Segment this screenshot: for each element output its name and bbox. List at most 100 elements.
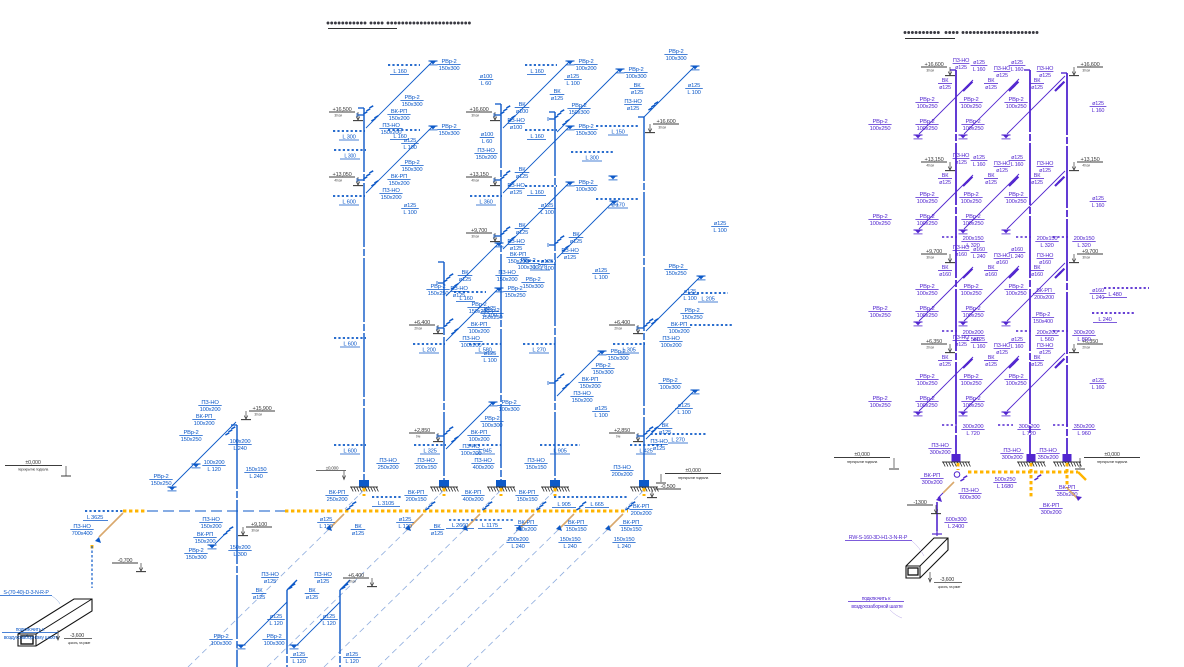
svg-text:L 170: L 170: [611, 203, 624, 209]
svg-text:РВр-2: РВр-2: [1008, 374, 1023, 380]
svg-text:ВК-РП: ВК-РП: [510, 252, 526, 258]
svg-text:L 100: L 100: [403, 145, 416, 151]
svg-text:ø125: ø125: [714, 221, 726, 227]
svg-text:L 100: L 100: [483, 313, 496, 319]
svg-text:ВК-РП: ВК-РП: [197, 532, 213, 538]
svg-text:40 см: 40 см: [1082, 163, 1089, 167]
svg-text:500x250: 500x250: [995, 477, 1016, 483]
svg-text:+6,350: +6,350: [926, 339, 942, 345]
svg-text:ø125: ø125: [564, 255, 576, 261]
svg-text:L 200: L 200: [422, 348, 435, 354]
svg-text:100x250: 100x250: [1006, 381, 1027, 387]
svg-text:ПЗ-НО: ПЗ-НО: [477, 148, 495, 154]
svg-text:ø125: ø125: [551, 96, 563, 102]
svg-text:100x200: 100x200: [661, 343, 682, 349]
svg-text:подключить к: подключить к: [862, 596, 892, 602]
svg-text:РВр-2: РВр-2: [183, 430, 198, 436]
svg-text:+13,150: +13,150: [470, 172, 489, 178]
svg-text:РВр-2: РВр-2: [963, 97, 978, 103]
svg-text:РВр-2: РВр-2: [1008, 97, 1023, 103]
svg-text:ВК: ВК: [1034, 265, 1041, 271]
svg-text:ø125: ø125: [678, 403, 690, 409]
svg-text:150x300: 150x300: [608, 356, 629, 362]
svg-text:100x300: 100x300: [499, 407, 520, 413]
svg-text:100x250: 100x250: [963, 126, 984, 132]
svg-text:ø125: ø125: [955, 160, 967, 166]
svg-text:100x200: 100x200: [469, 329, 490, 335]
svg-text:РВр-2: РВр-2: [872, 306, 887, 312]
svg-text:100x250: 100x250: [961, 291, 982, 297]
svg-text:РВр-2: РВр-2: [266, 634, 281, 640]
svg-text:ВК: ВК: [988, 78, 995, 84]
svg-text:ø125: ø125: [567, 74, 579, 80]
svg-text:250x200: 250x200: [327, 497, 348, 503]
svg-text:+16,600: +16,600: [470, 107, 489, 113]
svg-text:L 120: L 120: [207, 467, 220, 473]
svg-text:-1300: -1300: [913, 500, 926, 506]
svg-text:РВр-2: РВр-2: [188, 548, 203, 554]
svg-text:200x200: 200x200: [516, 527, 537, 533]
svg-text:150x200: 150x200: [389, 116, 410, 122]
svg-text:L 300: L 300: [342, 135, 355, 141]
svg-text:ВК-РП: ВК-РП: [465, 490, 481, 496]
svg-text:ø125: ø125: [306, 595, 318, 601]
svg-text:100x250: 100x250: [870, 403, 891, 409]
svg-text:ПЗ-НО: ПЗ-НО: [450, 286, 468, 292]
svg-text:L 720: L 720: [1022, 431, 1035, 437]
svg-text:L 800: L 800: [1077, 337, 1090, 343]
svg-text:ВК: ВК: [1034, 173, 1041, 179]
svg-text:150x150: 150x150: [614, 537, 635, 543]
svg-text:150x150: 150x150: [621, 527, 642, 533]
svg-text:ø125: ø125: [484, 351, 496, 357]
svg-text:150x200: 150x200: [381, 130, 402, 136]
svg-text:100x250: 100x250: [917, 199, 938, 205]
svg-text:L 1680: L 1680: [997, 484, 1013, 490]
svg-text:+13,150: +13,150: [1081, 157, 1100, 163]
svg-text:L 60: L 60: [482, 139, 492, 145]
svg-text:150x200: 150x200: [195, 539, 216, 545]
svg-text:150x300: 150x300: [576, 131, 597, 137]
svg-text:L 665: L 665: [590, 502, 603, 508]
svg-text:РВр-2: РВр-2: [501, 400, 516, 406]
svg-text:РВр-2: РВр-2: [963, 374, 978, 380]
svg-text:L 325: L 325: [423, 449, 436, 455]
svg-text:РВр-2: РВр-2: [919, 119, 934, 125]
svg-text:100x300: 100x300: [264, 641, 285, 647]
svg-text:L 905: L 905: [557, 502, 570, 508]
svg-text:ø125: ø125: [541, 259, 553, 265]
svg-text:L 150: L 150: [611, 130, 624, 136]
svg-text:ПЗ-НО: ПЗ-НО: [994, 66, 1011, 72]
svg-text:ПЗ-НО: ПЗ-НО: [1037, 343, 1054, 349]
svg-text:100x250: 100x250: [870, 126, 891, 132]
svg-text:РВр-2: РВр-2: [404, 95, 419, 101]
svg-text:L 300: L 300: [233, 552, 246, 558]
svg-text:ø100: ø100: [481, 132, 493, 138]
svg-text:ø125: ø125: [955, 65, 967, 71]
svg-text:150x150: 150x150: [560, 537, 581, 543]
svg-text:L 300: L 300: [344, 154, 356, 160]
svg-text:ВК-РП: ВК-РП: [329, 490, 345, 496]
svg-text:ВК: ВК: [942, 78, 949, 84]
svg-text:40 см: 40 см: [926, 163, 933, 167]
svg-text:L 160: L 160: [530, 69, 543, 75]
svg-text:ПЗ-НО: ПЗ-НО: [613, 465, 631, 471]
svg-text:150x150: 150x150: [517, 497, 538, 503]
svg-text:100x300: 100x300: [576, 187, 597, 193]
svg-text:200x200: 200x200: [1034, 295, 1054, 301]
svg-text:300x200: 300x200: [922, 480, 943, 486]
svg-text:L 100: L 100: [594, 275, 607, 281]
svg-text:РВр-2: РВр-2: [507, 286, 522, 292]
svg-text:300x200: 300x200: [1019, 424, 1040, 430]
svg-text:L 3105: L 3105: [378, 501, 394, 507]
svg-text:L 100: L 100: [540, 266, 553, 272]
svg-text:ø125: ø125: [595, 406, 607, 412]
svg-text:ВК-РП: ВК-РП: [633, 504, 649, 510]
svg-text:РВр-2: РВр-2: [578, 59, 593, 65]
svg-text:ø125: ø125: [1039, 168, 1051, 174]
svg-text:L 240: L 240: [511, 544, 524, 550]
svg-text:100x250: 100x250: [917, 313, 938, 319]
svg-text:РВр-2: РВр-2: [872, 119, 887, 125]
svg-text:100x300: 100x300: [518, 265, 539, 271]
svg-text:150x400: 150x400: [1033, 319, 1053, 325]
svg-text:ПЗ-НО: ПЗ-НО: [1003, 448, 1021, 454]
